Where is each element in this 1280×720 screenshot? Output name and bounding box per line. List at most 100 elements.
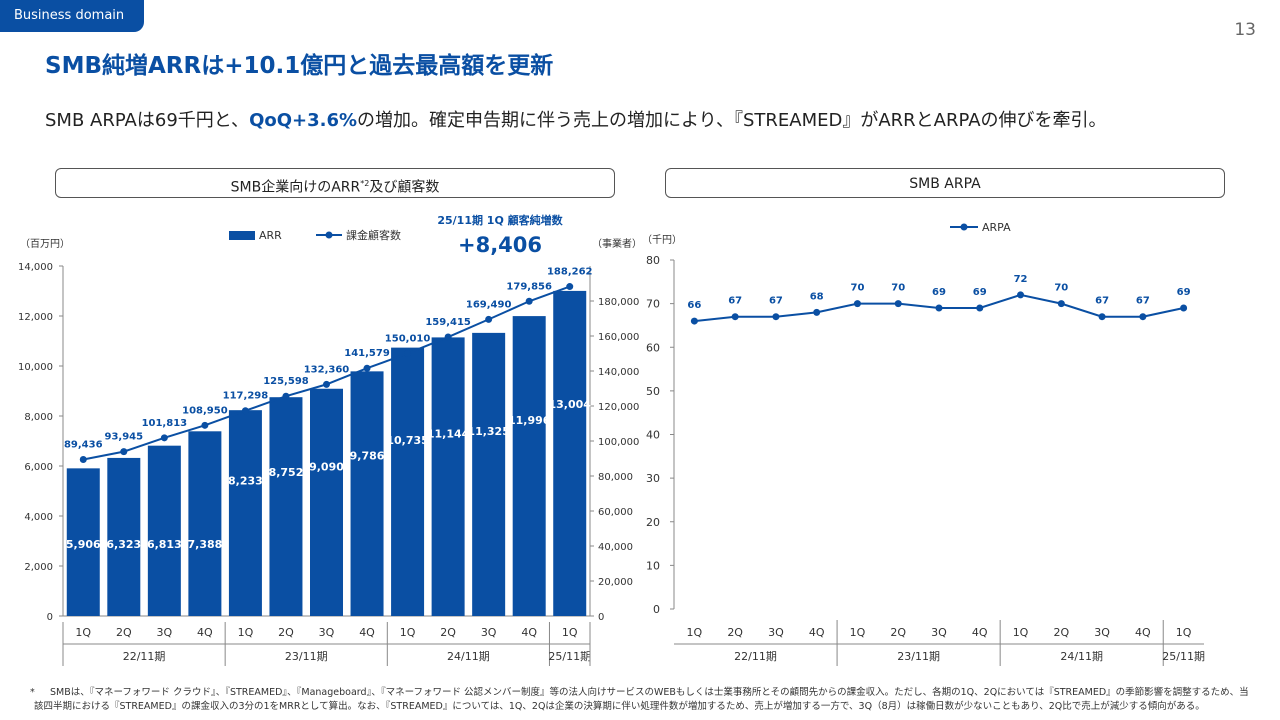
arr-panel-title: SMB企業向けのARR*2及び顧客数 [55,168,615,198]
arr-bar-value-label: 5,906 [66,538,101,551]
arr-bar-value-label: 11,325 [467,425,509,438]
customer-count-point [120,448,128,456]
x-tick-label: 3Q [319,626,335,639]
period-label: 22/11期 [123,650,166,663]
x-tick-label: 2Q [116,626,132,639]
arpa-x-tick-label: 3Q [931,626,947,639]
arpa-x-tick-label: 1Q [850,626,866,639]
customer-count-point [79,455,87,463]
arr-bar [107,457,141,616]
x-tick-label: 4Q [197,626,213,639]
arpa-point [853,300,861,308]
customer-count-value-label: 125,598 [263,376,309,387]
right-y-tick-label: 160,000 [598,332,639,343]
arpa-x-tick-label: 1Q [1013,626,1029,639]
customer-count-value-label: 150,010 [385,333,431,344]
arpa-period-label: 22/11期 [734,650,777,663]
arpa-value-label: 72 [1014,274,1028,285]
arpa-value-label: 67 [1136,296,1150,307]
arpa-x-tick-label: 2Q [890,626,906,639]
right-y-tick-label: 40,000 [598,542,633,553]
left-y-tick-label: 12,000 [18,312,53,323]
customer-count-point [363,364,371,372]
arpa-value-label: 70 [891,283,905,294]
annotation-value: +8,406 [458,233,542,257]
arpa-value-label: 66 [687,300,701,311]
arpa-panel-title: SMB ARPA [665,168,1225,198]
arpa-y-tick-label: 70 [646,298,660,311]
arpa-legend-marker [960,223,968,231]
page-title: SMB純増ARRは+10.1億円と過去最高額を更新 [45,53,554,79]
arr-bar-value-label: 8,233 [228,474,263,487]
arpa-x-tick-label: 3Q [1094,626,1110,639]
legend-customer-label: 課金顧客数 [346,228,401,242]
arpa-y-tick-label: 30 [646,472,660,485]
left-y-tick-label: 2,000 [24,562,53,573]
arpa-point [894,300,902,308]
legend-customer-marker [325,231,333,239]
arpa-y-tick-label: 60 [646,341,660,354]
arpa-y-tick-label: 50 [646,385,660,398]
arr-bar-value-label: 10,735 [386,434,428,447]
right-y-tick-label: 20,000 [598,577,633,588]
arr-panel-title-suffix: 及び顧客数 [369,179,440,196]
arr-bar-value-label: 11,144 [427,428,470,441]
x-tick-label: 4Q [359,626,375,639]
customer-count-value-label: 117,298 [223,391,269,402]
right-y-tick-label: 0 [598,612,604,623]
left-y-tick-label: 4,000 [24,512,53,523]
footnote: * SMBは、『マネーフォワード クラウド』、『STREAMED』、『Manage… [30,686,1254,714]
arpa-y-tick-label: 80 [646,254,660,267]
footnote-text: SMBは、『マネーフォワード クラウド』、『STREAMED』、『Manageb… [34,687,1249,712]
arr-bar [391,347,425,616]
arr-bar-value-label: 13,004 [549,398,592,411]
arpa-point [1180,304,1188,312]
arr-bar [350,371,384,616]
arpa-value-label: 69 [1177,287,1191,298]
arr-panel-title-sup: *2 [360,179,370,188]
right-y-tick-label: 100,000 [598,437,639,448]
section-tag: Business domain [0,0,145,32]
x-tick-label: 4Q [521,626,537,639]
right-y-tick-label: 180,000 [598,297,639,308]
arr-bar [512,316,546,616]
customer-count-value-label: 101,813 [142,418,188,429]
customer-count-point [160,434,168,442]
arpa-value-label: 69 [932,287,946,298]
arpa-x-tick-label: 2Q [727,626,743,639]
subtitle-text-post: の増加。確定申告期に伴う売上の増加により、『STREAMED』がARRとARPA… [357,110,1107,131]
arr-bar [553,290,587,616]
annotation-heading: 25/11期 1Q 顧客純増数 [437,213,563,227]
customer-count-value-label: 108,950 [182,405,228,416]
customer-count-value-label: 89,436 [64,439,103,450]
arr-bar [188,431,222,616]
arpa-x-tick-label: 4Q [809,626,825,639]
customer-count-point [282,392,290,400]
page-number: 13 [1234,20,1256,40]
customer-count-value-label: 141,579 [344,348,390,359]
arpa-point [935,304,943,312]
arpa-period-label: 25/11期 [1162,650,1205,663]
legend-arr-label: ARR [259,229,282,242]
left-y-tick-label: 10,000 [18,362,53,373]
arpa-point [772,313,780,321]
arr-bar-value-label: 7,388 [187,538,222,551]
customer-count-point [566,283,574,291]
arpa-point [731,313,739,321]
arpa-x-tick-label: 1Q [687,626,703,639]
footnote-marker: * [30,687,35,698]
arpa-point [976,304,984,312]
customer-count-point [485,315,493,323]
right-y-tick-label: 140,000 [598,367,639,378]
arpa-period-label: 24/11期 [1060,650,1103,663]
customer-count-point [444,333,452,341]
left-y-tick-label: 8,000 [24,412,53,423]
x-tick-label: 3Q [157,626,173,639]
right-y-axis-label: （事業者） [592,237,642,250]
arpa-y-tick-label: 40 [646,429,660,442]
customer-count-point [241,407,249,415]
arpa-y-tick-label: 10 [646,559,660,572]
x-tick-label: 1Q [75,626,91,639]
